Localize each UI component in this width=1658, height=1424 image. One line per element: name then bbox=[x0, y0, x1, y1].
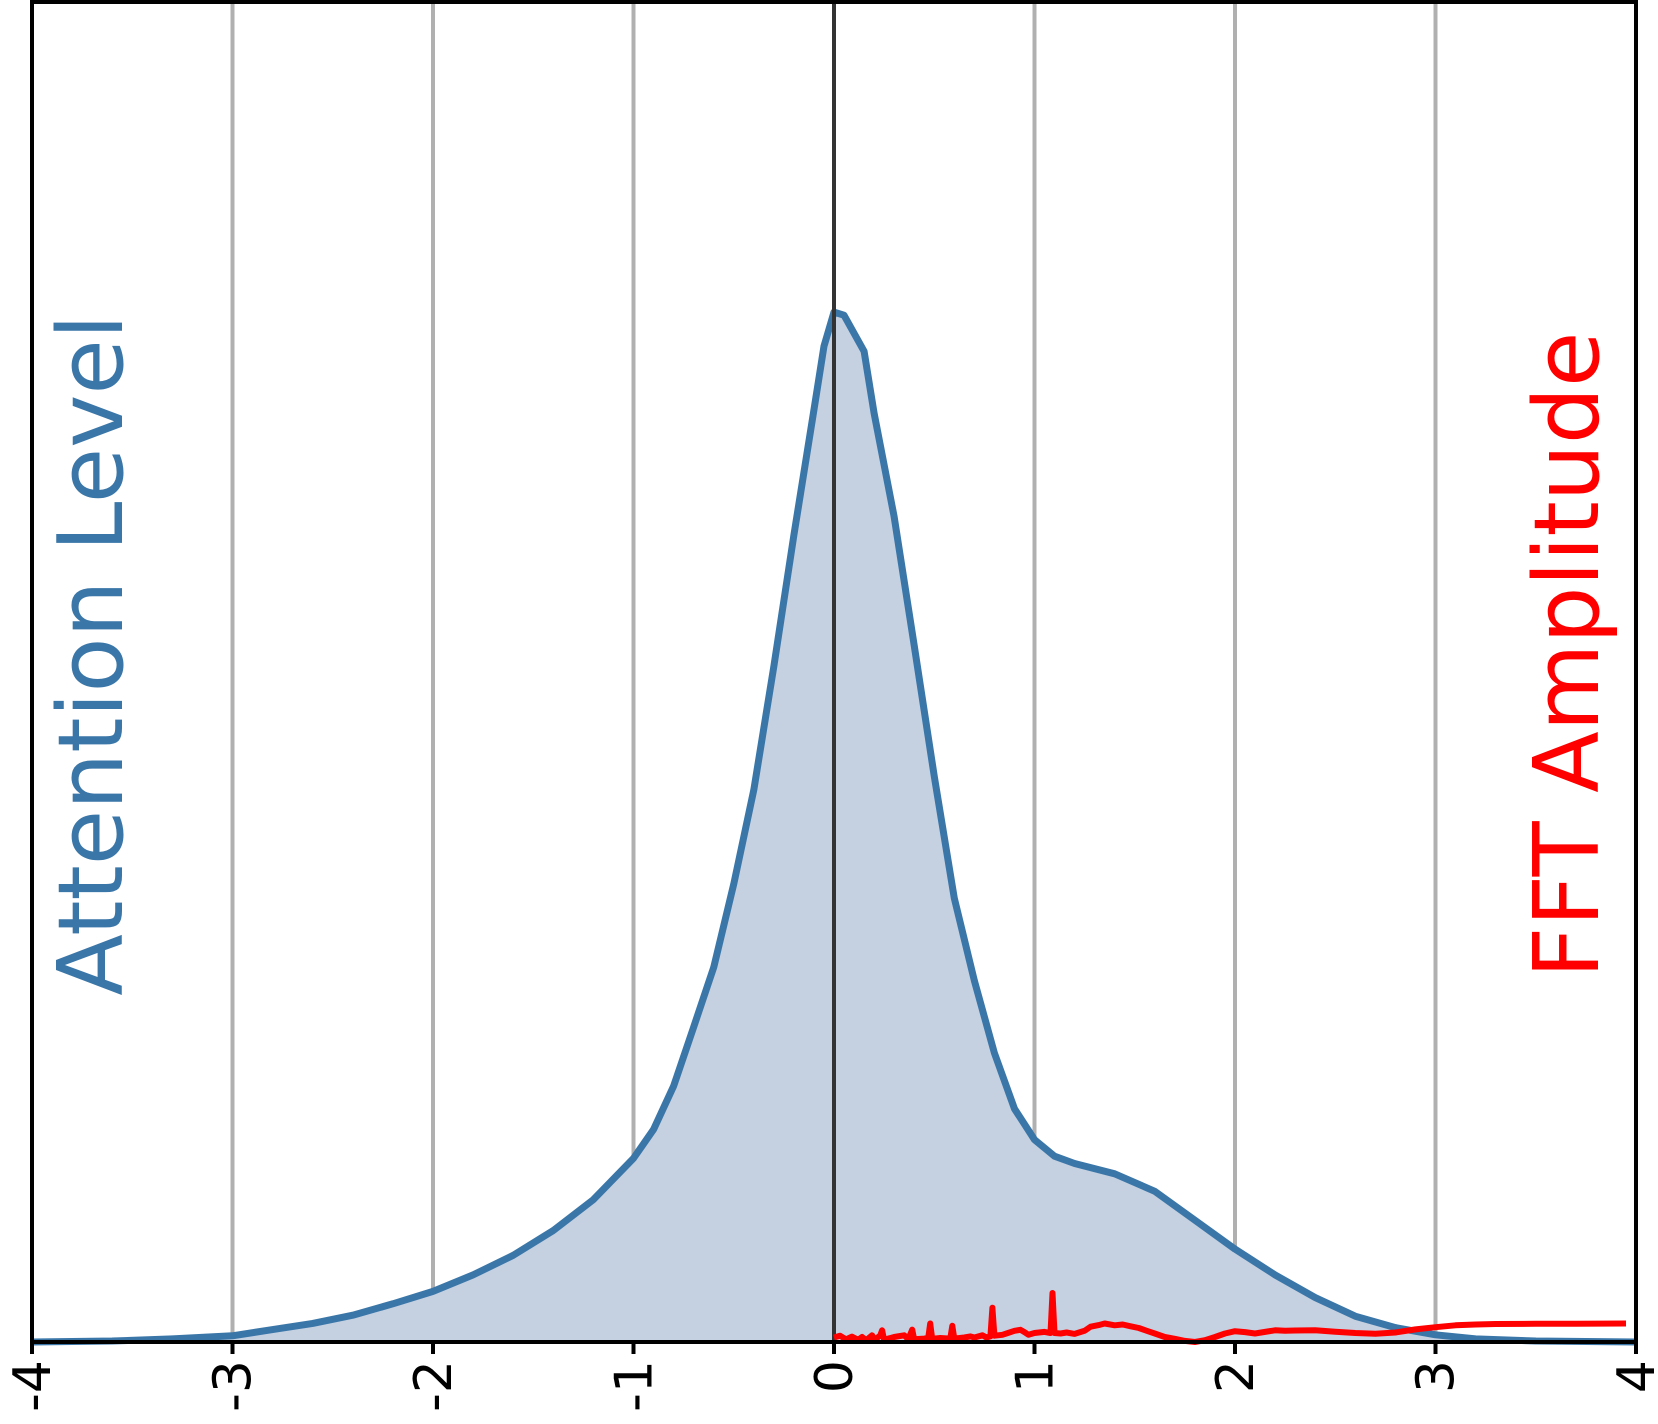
x-tick-label: 0 bbox=[805, 1360, 865, 1393]
fft-amplitude-label: FFT Amplitude bbox=[1515, 332, 1620, 979]
grid-lines bbox=[230, 2, 1438, 1342]
x-tick-label: 1 bbox=[1006, 1360, 1066, 1393]
fft-amplitude-line bbox=[833, 1290, 1627, 1345]
x-tick-label: -3 bbox=[204, 1360, 264, 1412]
x-tick-label: 2 bbox=[1206, 1360, 1266, 1393]
x-tick-label: -1 bbox=[605, 1360, 665, 1412]
x-axis: -4 -3 -2 -1 0 1 2 3 4 bbox=[3, 1342, 1658, 1412]
x-tick-label: 3 bbox=[1407, 1360, 1467, 1393]
attention-level-line bbox=[31, 308, 1637, 1346]
x-tick-label: -2 bbox=[404, 1360, 464, 1412]
attention-level-label: Attention Level bbox=[39, 314, 144, 996]
x-tick-label: -4 bbox=[3, 1360, 63, 1412]
x-tick-label: 4 bbox=[1607, 1360, 1658, 1393]
